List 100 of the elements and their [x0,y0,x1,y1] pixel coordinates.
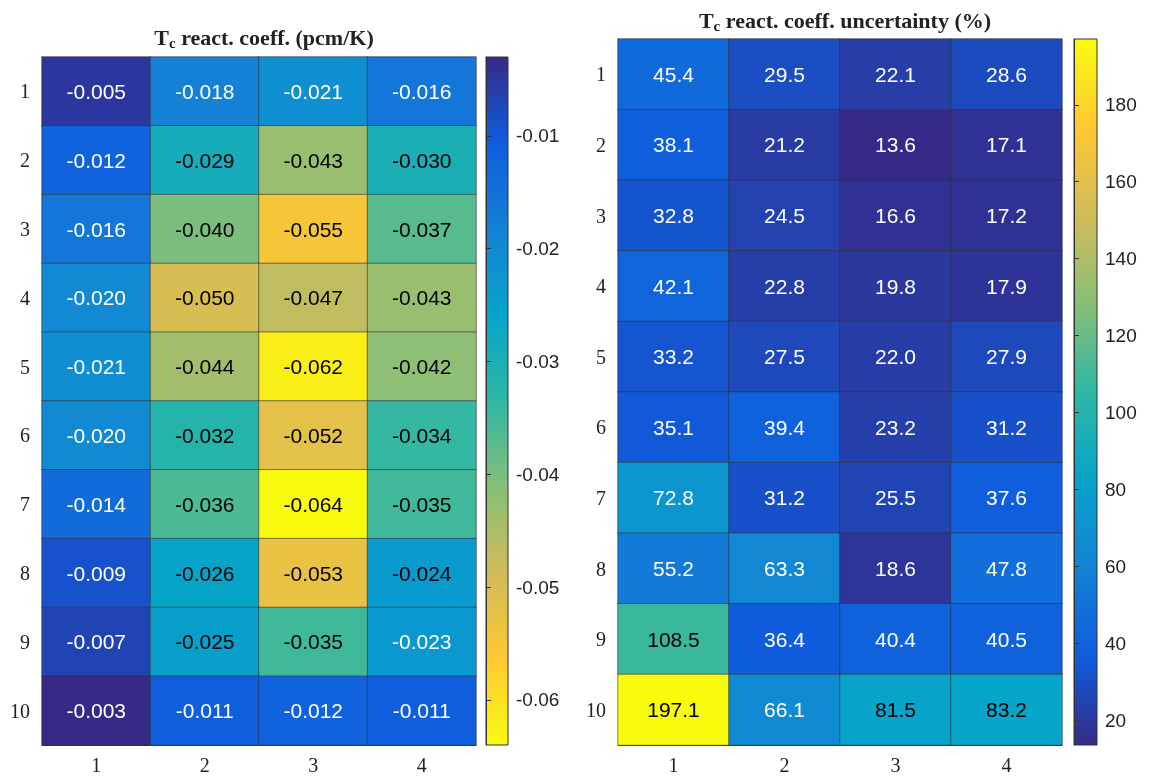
data-label: 38.1 [653,133,694,157]
data-label: -0.016 [391,79,452,103]
data-label: -0.016 [66,217,127,241]
data-label: 37.6 [986,486,1027,510]
color-bar-label: -0.06 [516,689,560,711]
data-label: -0.047 [283,286,344,310]
data-label: -0.026 [174,561,235,585]
data-label: 21.2 [764,133,805,157]
color-bar-label: -0.05 [516,576,560,598]
color-bar-label: 140 [1105,248,1137,270]
data-label: 72.8 [653,486,694,510]
data-label: -0.007 [66,630,127,654]
color-bar-label: 100 [1105,402,1137,424]
y-tick-label: 10 [10,699,30,722]
data-label: -0.018 [174,79,235,103]
y-tick-label: 2 [596,133,606,156]
data-label: 55.2 [653,557,694,580]
data-label: -0.053 [283,561,344,585]
data-label: -0.021 [66,355,127,379]
x-tick-label: 2 [199,754,210,776]
data-label: -0.012 [66,148,127,172]
data-label: -0.003 [66,699,127,723]
data-label: 25.5 [875,486,916,510]
data-label: 17.2 [986,204,1027,227]
x-tick-label: 2 [779,754,790,776]
y-tick-label: 3 [596,204,606,227]
y-tick-label: 8 [596,557,606,580]
y-tick-label: 2 [20,149,30,172]
y-tick-label: 9 [20,630,30,653]
color-bar-label: 120 [1105,325,1137,347]
y-tick-label: 4 [596,275,606,298]
data-label: -0.005 [66,79,127,103]
y-tick-label: 8 [20,562,30,584]
x-tick-label: 1 [91,754,102,776]
data-label: 31.2 [764,486,805,510]
data-label: 27.9 [986,345,1027,369]
data-label: 197.1 [647,698,700,722]
data-label: -0.035 [391,492,452,516]
data-label: 18.6 [875,557,916,580]
data-label: 13.6 [875,133,916,157]
x-tick-label: 3 [308,754,319,776]
data-label: 16.6 [875,204,916,227]
data-label: -0.021 [283,79,344,103]
data-label: -0.064 [283,492,344,516]
y-tick-label: 3 [20,218,30,240]
color-bar-label: 60 [1105,555,1127,577]
y-tick-label: 10 [586,698,606,721]
data-label: 66.1 [764,698,805,722]
data-label: 19.8 [875,274,916,298]
data-label: 40.5 [986,627,1027,651]
x-tick-label: 4 [1001,754,1012,776]
y-tick-label: 4 [20,286,30,309]
data-label: -0.024 [391,561,452,585]
data-label: -0.055 [283,217,344,241]
data-label: 40.4 [875,627,917,651]
data-label: -0.012 [283,699,344,723]
data-label: -0.043 [391,286,452,310]
data-label: -0.023 [391,630,452,654]
data-label: -0.040 [174,217,235,241]
color-bar-label: 180 [1105,94,1137,116]
data-label: -0.029 [174,148,235,172]
data-label: -0.044 [174,355,235,379]
color-bar-label: -0.03 [516,351,560,373]
color-bar-label: -0.01 [516,125,560,147]
x-tick-label: 3 [890,754,901,776]
data-label: 23.2 [875,415,916,439]
y-tick-label: 6 [596,416,606,439]
x-tick-label: 1 [668,754,679,776]
data-label: 108.5 [647,627,700,651]
color-bar-label: -0.02 [516,238,560,260]
data-label: -0.030 [391,148,452,172]
chart-title: Tc react. coeff. uncertainty (%) [698,8,992,34]
data-label: -0.014 [66,492,127,516]
y-tick-label: 7 [596,486,606,509]
data-label: 33.2 [653,345,694,369]
y-tick-label: 7 [20,493,30,516]
data-label: 81.5 [875,698,916,722]
y-tick-label: 1 [596,63,606,86]
data-label: 39.4 [764,415,806,439]
data-label: 29.5 [764,62,805,86]
data-label: 83.2 [986,698,1027,722]
data-label: 42.1 [653,274,694,298]
data-label: 22.8 [764,274,805,298]
data-label: -0.011 [175,699,234,723]
data-label: -0.050 [174,286,235,310]
data-label: 22.0 [875,345,916,369]
data-label: 45.4 [653,62,695,86]
data-label: -0.035 [283,630,344,654]
y-tick-label: 9 [596,628,606,651]
data-label: -0.062 [283,355,344,379]
data-label: 17.1 [986,133,1027,157]
data-label: 47.8 [986,557,1027,580]
data-label: 31.2 [986,415,1027,439]
data-label: -0.052 [283,423,344,447]
data-label: -0.025 [174,630,235,654]
data-label: 32.8 [653,204,694,227]
color-bar-label: 160 [1105,171,1137,193]
data-label: -0.020 [66,286,127,310]
data-label: -0.042 [391,355,452,379]
data-label: -0.009 [66,561,127,585]
